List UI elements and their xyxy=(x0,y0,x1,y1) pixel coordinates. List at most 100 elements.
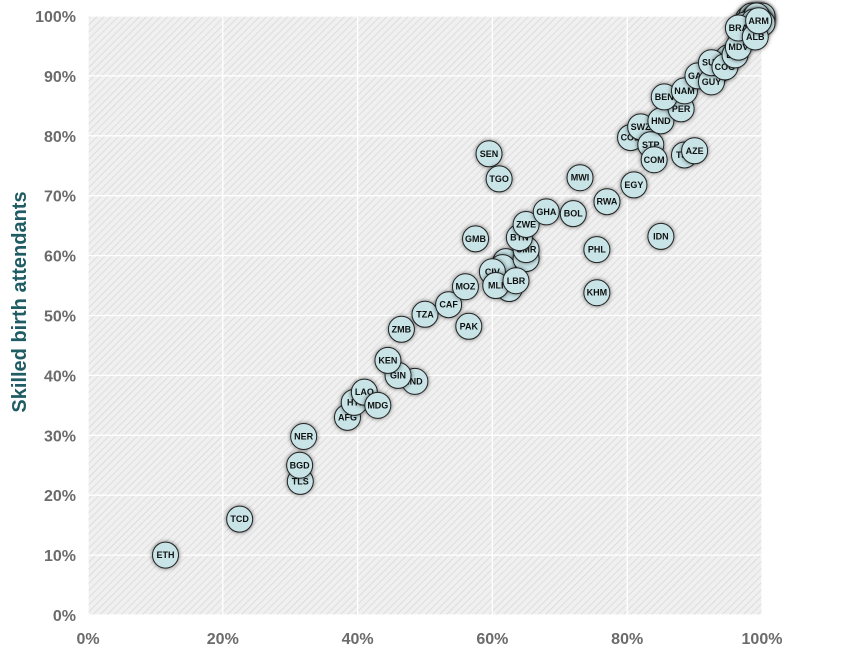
point-marker xyxy=(364,391,392,419)
data-point-bgd: BGD xyxy=(286,451,314,479)
point-label: NER xyxy=(294,431,314,441)
data-point-mdg: MDG xyxy=(364,391,392,419)
point-label: GUY xyxy=(702,77,722,87)
point-label: HTI xyxy=(347,397,362,407)
y-tick-label: 100% xyxy=(35,9,76,26)
data-point-ken: KEN xyxy=(374,346,402,374)
data-point-caf: CAF xyxy=(435,291,463,319)
data-point-mwi: MWI xyxy=(566,164,594,192)
point-label: GMB xyxy=(465,234,486,244)
point-marker xyxy=(411,300,439,328)
point-marker xyxy=(532,198,560,226)
point-marker xyxy=(502,267,530,295)
point-marker xyxy=(435,291,463,319)
point-label: TGO xyxy=(489,174,509,184)
point-marker xyxy=(226,505,254,533)
point-label: BGD xyxy=(290,460,311,470)
point-label: COD xyxy=(621,133,642,143)
x-tick-label: 40% xyxy=(342,631,374,648)
data-point-tgo: TGO xyxy=(485,165,513,193)
point-label: LBR xyxy=(507,276,526,286)
data-point-rwa: RWA xyxy=(593,188,621,216)
data-point-arm: ARM xyxy=(745,7,773,35)
point-label: GIN xyxy=(390,370,406,380)
point-label: GAB xyxy=(688,71,709,81)
grid-lines xyxy=(87,15,763,616)
point-label: BTN xyxy=(510,233,529,243)
point-label: SEN xyxy=(480,149,499,159)
y-tick-label: 20% xyxy=(44,488,76,505)
data-point-khm: KHM xyxy=(583,279,611,307)
point-label: CAF xyxy=(439,300,458,310)
point-marker xyxy=(485,165,513,193)
x-tick-label: 20% xyxy=(207,631,239,648)
point-label: MLI xyxy=(488,281,504,291)
point-marker xyxy=(290,422,318,450)
y-tick-label: 0% xyxy=(53,608,76,625)
x-tick-label: 60% xyxy=(476,631,508,648)
data-point-bol: BOL xyxy=(559,200,587,228)
point-label: MWI xyxy=(571,173,590,183)
point-label: GHA xyxy=(536,207,557,217)
point-marker xyxy=(374,346,402,374)
point-label: PAK xyxy=(460,321,479,331)
point-marker xyxy=(583,236,611,264)
data-point-idn: IDN xyxy=(647,222,675,250)
point-label: COG xyxy=(715,62,736,72)
data-point-com: COM xyxy=(640,146,668,174)
point-label: TLS xyxy=(292,476,309,486)
point-marker xyxy=(681,137,709,165)
point-label: SWZ xyxy=(631,122,651,132)
point-label: TZA xyxy=(416,309,434,319)
point-marker xyxy=(455,312,483,340)
point-label: PER xyxy=(672,104,691,114)
data-point-moz: MOZ xyxy=(451,273,479,301)
point-marker xyxy=(583,279,611,307)
y-tick-label: 50% xyxy=(44,309,76,326)
point-label: ALB xyxy=(746,32,765,42)
y-tick-label: 40% xyxy=(44,368,76,385)
point-label: MDV xyxy=(728,42,748,52)
point-label: BOL xyxy=(564,209,584,219)
data-point-tza: TZA xyxy=(411,300,439,328)
point-marker xyxy=(620,171,648,199)
point-label: CMR xyxy=(516,245,537,255)
point-label: AZE xyxy=(686,146,704,156)
data-point-tcd: TCD xyxy=(226,505,254,533)
data-point-gha: GHA xyxy=(532,198,560,226)
x-tick-label: 100% xyxy=(742,631,783,648)
point-label: IND xyxy=(407,376,423,386)
data-point-ner: NER xyxy=(290,422,318,450)
point-marker xyxy=(593,188,621,216)
x-tick-label: 0% xyxy=(76,631,99,648)
point-label: IDN xyxy=(653,231,669,241)
point-marker xyxy=(475,140,503,168)
point-marker xyxy=(566,164,594,192)
y-tick-label: 70% xyxy=(44,189,76,206)
point-marker xyxy=(451,273,479,301)
point-label: COM xyxy=(644,155,665,165)
point-marker xyxy=(387,315,415,343)
point-label: KEN xyxy=(378,355,397,365)
data-point-eth: ETH xyxy=(152,541,180,569)
point-marker xyxy=(286,451,314,479)
y-axis-label: Skilled birth attendants xyxy=(9,191,31,412)
data-point-zmb: ZMB xyxy=(387,315,415,343)
point-label: CIV xyxy=(485,267,500,277)
x-tick-label: 80% xyxy=(611,631,643,648)
point-label: BEN xyxy=(655,92,674,102)
point-marker xyxy=(745,7,773,35)
y-tick-label: 90% xyxy=(44,69,76,86)
point-label: BRA xyxy=(729,23,749,33)
point-marker xyxy=(152,541,180,569)
point-label: ETH xyxy=(157,550,175,560)
data-point-gmb: GMB xyxy=(462,225,490,253)
point-marker xyxy=(640,146,668,174)
point-label: SUR xyxy=(702,58,722,68)
y-tick-label: 60% xyxy=(44,249,76,266)
point-label: LAO xyxy=(355,387,374,397)
point-label: TCD xyxy=(230,514,249,524)
y-tick-labels: 0% 10% 20% 30% 40% 50% 60% 70% 80% 90% 100% xyxy=(35,9,76,625)
point-label: ZMB xyxy=(392,324,412,334)
